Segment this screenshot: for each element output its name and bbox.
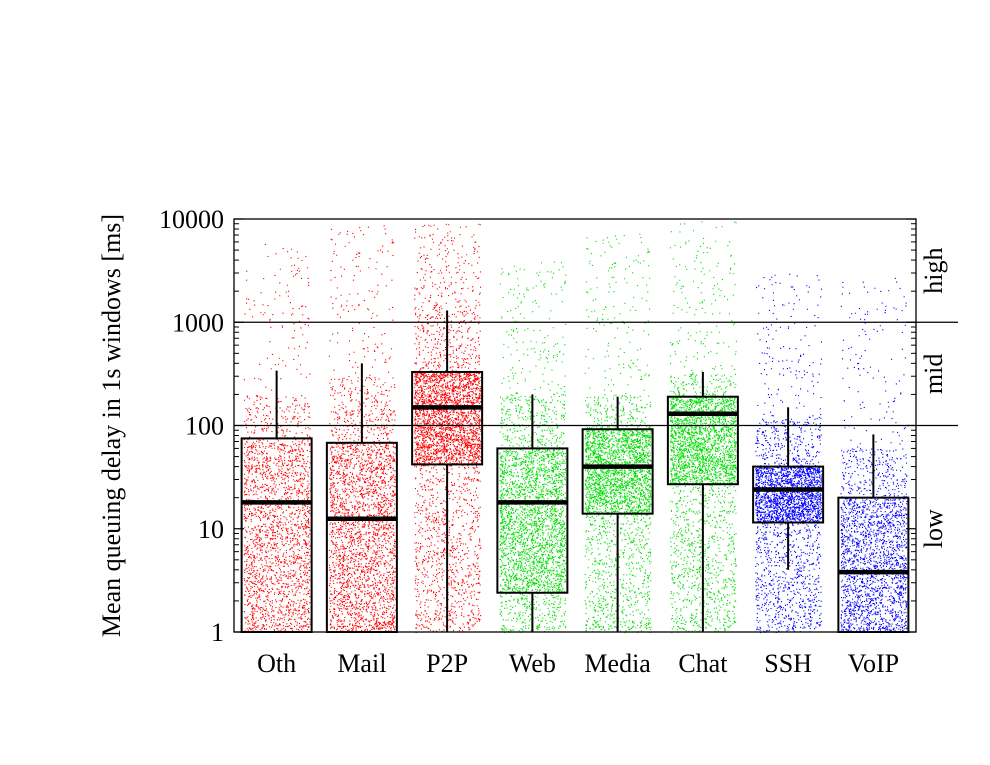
box-media — [581, 396, 654, 632]
scatter-points-web — [499, 261, 567, 634]
xtick-label-ssh: SSH — [764, 649, 812, 678]
region-label-high: high — [919, 248, 948, 294]
scatter-points-media — [584, 233, 652, 634]
ytick-label-1000: 1000 — [172, 308, 224, 337]
region-label-low: low — [919, 509, 948, 548]
scatter-points-oth — [243, 244, 311, 634]
scatter-layer — [243, 221, 908, 634]
region-labels: high mid low — [919, 248, 948, 549]
region-label-mid: mid — [919, 354, 948, 394]
scatter-points-p2p — [414, 223, 482, 634]
box-ssh — [752, 407, 825, 570]
scatter-voip — [840, 277, 908, 634]
box-web — [496, 394, 569, 632]
scatter-oth — [243, 244, 311, 634]
box-layer — [240, 310, 910, 634]
scatter-points-voip — [840, 277, 908, 634]
xtick-label-voip: VoIP — [848, 649, 900, 678]
xtick-label-oth: Oth — [257, 649, 296, 678]
x-axis-ticks: Oth Mail P2P Web Media Chat SSH VoIP — [257, 649, 899, 678]
y-axis-label: Mean queuing delay in 1s windows [ms] — [97, 214, 126, 637]
ytick-label-10000: 10000 — [159, 205, 224, 234]
iqr-box-media — [581, 428, 654, 515]
iqr-box-ssh — [752, 465, 825, 524]
ytick-label-1: 1 — [211, 618, 224, 647]
box-p2p — [411, 310, 484, 632]
ytick-label-10: 10 — [198, 515, 224, 544]
xtick-label-mail: Mail — [337, 649, 386, 678]
scatter-media — [584, 233, 652, 634]
y-axis-ticks: 1 10 100 1000 10000 — [159, 205, 916, 647]
reference-lines — [234, 321, 958, 427]
box-chat — [666, 371, 739, 632]
xtick-label-chat: Chat — [678, 649, 728, 678]
box-oth — [240, 370, 313, 634]
scatter-web — [499, 261, 567, 634]
scatter-p2p — [414, 223, 482, 634]
xtick-label-media: Media — [584, 649, 651, 678]
iqr-box-chat — [666, 395, 739, 486]
ytick-label-100: 100 — [185, 412, 224, 441]
iqr-box-web — [496, 447, 569, 594]
xtick-label-web: Web — [509, 649, 556, 678]
iqr-box-p2p — [411, 370, 484, 466]
xtick-label-p2p: P2P — [426, 649, 468, 678]
